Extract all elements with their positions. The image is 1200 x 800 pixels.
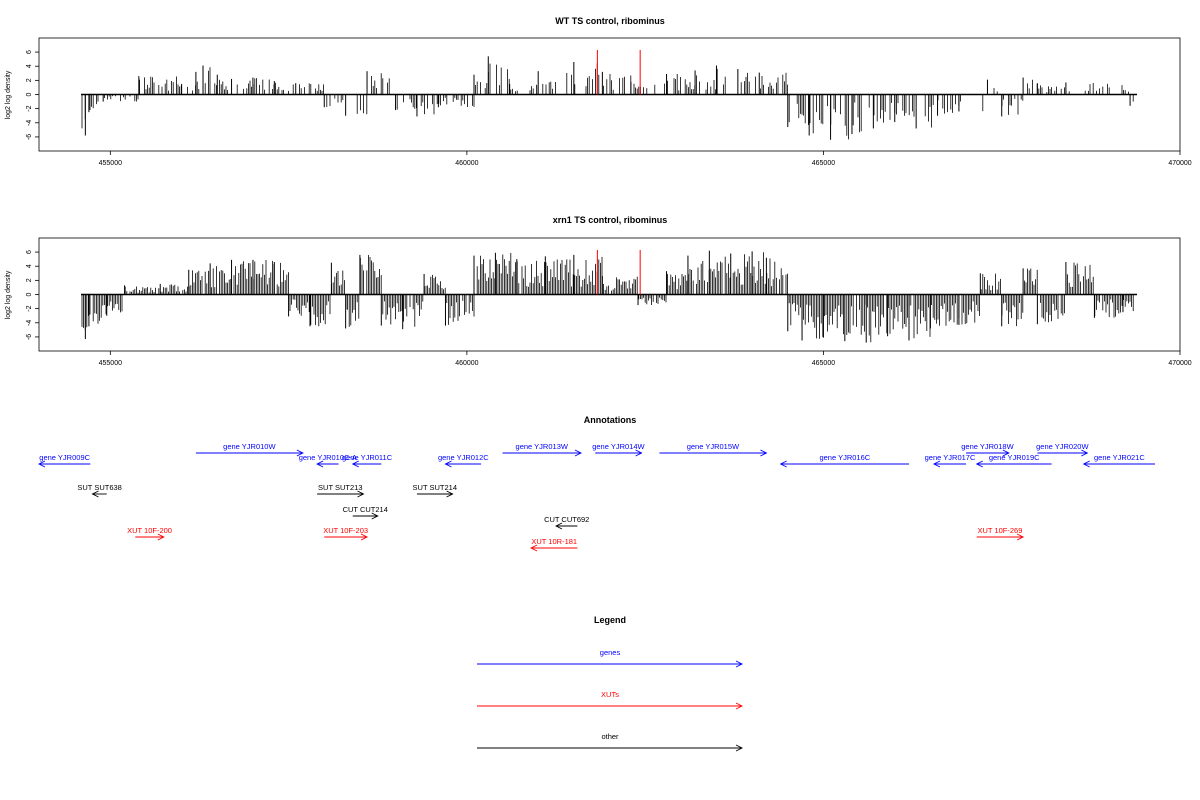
y-tick-label: 4 [26, 264, 33, 268]
other-feature-label: SUT SUT213 [318, 483, 362, 492]
xut-feature-arrowhead [157, 533, 165, 541]
gene-feature-label: gene YJR019C [989, 453, 1040, 462]
x-tick-label: 460000 [455, 160, 478, 167]
annotations-track: Annotations gene YJR009C gene YJR010W gene… [37, 415, 1156, 552]
legend-title: Legend [594, 615, 626, 625]
legend-arrowhead [735, 744, 744, 752]
other-feature-arrowhead [357, 490, 365, 498]
other-feature-arrowhead [446, 490, 454, 498]
x-tick-label: 455000 [99, 360, 122, 367]
panel-xrn1-title: xrn1 TS control, ribominus [553, 215, 668, 225]
panel-wt-plot: 6 4 2 0 -2 -4 -6 455000 460000 465000 470000 [26, 49, 1192, 167]
gene-feature-arrowhead [1082, 460, 1090, 468]
y-tick-label: -6 [26, 134, 33, 140]
gene-feature-label: gene YJR018W [961, 442, 1014, 451]
gene-feature-label: gene YJR011C [342, 453, 393, 462]
gene-feature-arrowhead [975, 460, 983, 468]
x-tick-label: 455000 [99, 160, 122, 167]
gene-feature-label: gene YJR021C [1094, 453, 1145, 462]
gene-feature-arrowhead [37, 460, 46, 468]
other-feature-label: CUT CUT214 [343, 505, 388, 514]
y-tick-label: -4 [26, 320, 33, 326]
panel-wt: WT TS control, ribominus log2 log densit… [5, 16, 1192, 167]
gene-feature-label: gene YJR009C [39, 453, 90, 462]
y-tick-label: -2 [26, 105, 33, 111]
gene-feature-arrowhead [574, 449, 582, 457]
annotations-title: Annotations [584, 415, 637, 425]
y-tick-label: 2 [26, 278, 33, 282]
panel-xrn1-ylabel: log2 log density [5, 270, 12, 319]
gene-feature-arrowhead [1002, 449, 1010, 457]
other-feature-label: CUT CUT692 [544, 515, 589, 524]
y-tick-label: 0 [26, 292, 33, 296]
gene-feature-arrowhead [351, 460, 359, 468]
panel-wt-title: WT TS control, ribominus [555, 16, 665, 26]
gene-feature-label: gene YJR015W [687, 442, 740, 451]
gene-feature-arrowhead [316, 460, 324, 468]
gene-feature-label: gene YJR014W [592, 442, 645, 451]
gene-feature-label: gene YJR010C-A [299, 453, 357, 462]
y-tick-label: -2 [26, 305, 33, 311]
gene-feature-label: gene YJR010W [223, 442, 276, 451]
other-feature-arrowhead [555, 522, 563, 530]
gene-feature-arrowhead [444, 460, 452, 468]
gene-feature-arrowhead [760, 449, 768, 457]
x-tick-label: 465000 [812, 360, 835, 367]
other-feature-arrowhead [371, 512, 379, 520]
x-tick-label: 460000 [455, 360, 478, 367]
xut-feature-label: XUT 10F-269 [977, 526, 1022, 535]
xut-feature-arrowhead [530, 544, 538, 552]
y-tick-label: 6 [26, 250, 33, 254]
panel-xrn1-plot: 6 4 2 0 -2 -4 -6 455000 460000 465000 470000 [26, 249, 1192, 367]
legend-arrowhead [735, 702, 744, 710]
y-tick-label: 0 [26, 92, 33, 96]
legend-arrowhead [735, 660, 744, 668]
y-tick-label: 4 [26, 64, 33, 68]
gene-feature-arrowhead [635, 449, 643, 457]
gene-feature-arrowhead [296, 449, 304, 457]
other-feature-label: SUT SUT638 [77, 483, 121, 492]
panel-wt-ylabel: log2 log density [5, 70, 12, 119]
other-feature-label: SUT SUT214 [413, 483, 457, 492]
xut-feature-arrowhead [360, 533, 369, 541]
gene-feature-label: gene YJR012C [438, 453, 489, 462]
gene-feature-arrowhead [1081, 449, 1089, 457]
gene-feature-label: gene YJR016C [819, 453, 870, 462]
y-tick-label: 2 [26, 78, 33, 82]
x-tick-label: 470000 [1168, 360, 1191, 367]
gene-feature-label: gene YJR013W [516, 442, 569, 451]
x-tick-label: 465000 [812, 160, 835, 167]
gene-feature-label: gene YJR017C [925, 453, 976, 462]
gene-feature-arrowhead [932, 460, 941, 468]
legend-items: genes XUTs other [477, 648, 744, 752]
xut-feature-label: XUT 10F-200 [127, 526, 172, 535]
x-tick-label: 470000 [1168, 160, 1191, 167]
panel-xrn1: xrn1 TS control, ribominus log2 log dens… [5, 215, 1192, 367]
xut-feature-arrowhead [1016, 533, 1025, 541]
legend: Legend genes XUTs other [477, 615, 744, 752]
gene-feature-arrowhead [779, 460, 787, 468]
legend-label: XUTs [601, 690, 619, 699]
y-tick-label: 6 [26, 50, 33, 54]
gene-feature-label: gene YJR020W [1036, 442, 1089, 451]
xut-feature-label: XUT 10R-181 [531, 537, 577, 546]
other-feature-arrowhead [91, 490, 99, 498]
y-tick-label: -4 [26, 120, 33, 126]
y-tick-label: -6 [26, 334, 33, 340]
legend-label: genes [600, 648, 621, 657]
legend-label: other [601, 732, 619, 741]
xut-feature-label: XUT 10F-203 [323, 526, 368, 535]
